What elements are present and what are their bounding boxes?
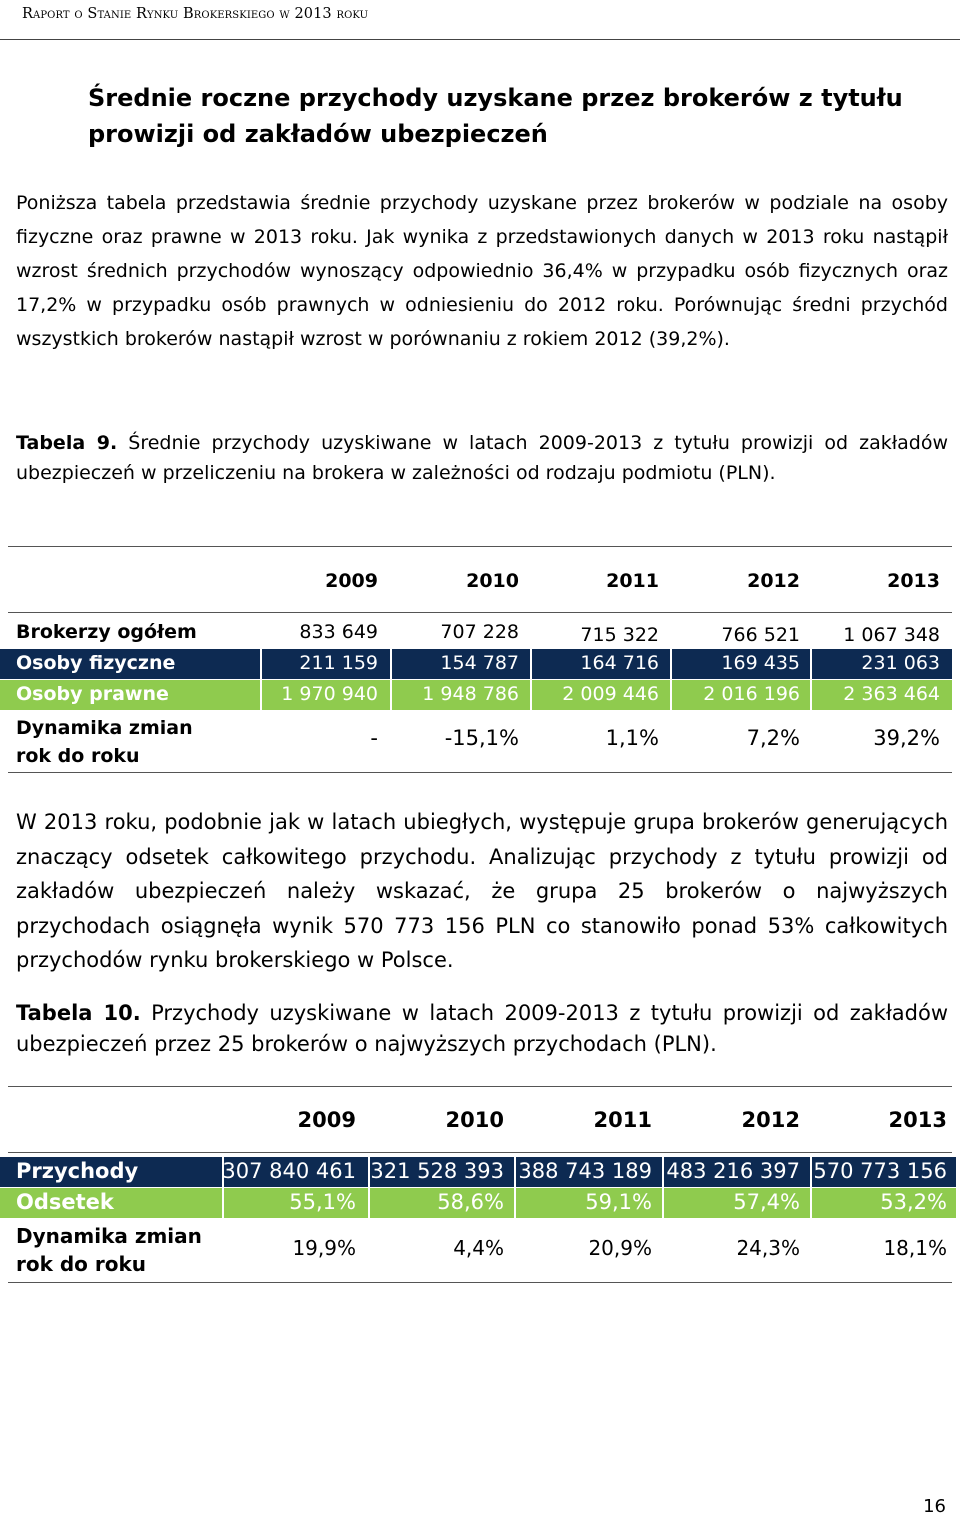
dynamics-label-line1: Dynamika zmian — [16, 1224, 202, 1248]
dynamics-label-line1: Dynamika zmian — [16, 717, 193, 739]
table9-caption-text: Średnie przychody uzyskiwane w latach 20… — [16, 432, 948, 484]
table9-cell: 1 067 348 — [843, 624, 940, 646]
table10-row-przychody: Przychody 307 840 461 321 528 393 388 74… — [0, 1157, 956, 1187]
table10-row-label: Przychody — [16, 1159, 139, 1183]
table10-cell: 483 216 397 — [666, 1159, 800, 1183]
table10-cell: 53,2% — [880, 1190, 947, 1214]
table10-year-2011: 2011 — [593, 1108, 652, 1132]
table9-cell: 2 009 446 — [562, 683, 659, 705]
table9-header-row: 2009 2010 2011 2012 2013 — [0, 570, 960, 600]
table9-caption-label: Tabela 9. — [16, 432, 118, 454]
table9-top-rule — [8, 546, 952, 547]
table9-cell: 164 716 — [580, 652, 659, 674]
table9-dynamics-value: 39,2% — [873, 726, 940, 750]
table9-row-brokerzy: Brokerzy ogółem 833 649 707 228 715 322 … — [0, 618, 960, 648]
table9-dynamics-value: 7,2% — [746, 726, 800, 750]
table10-year-2012: 2012 — [741, 1108, 800, 1132]
table10-caption-label: Tabela 10. — [16, 1001, 141, 1025]
intro-paragraph: Poniższa tabela przedstawia średnie przy… — [16, 192, 948, 350]
table10-cell: 55,1% — [289, 1190, 356, 1214]
table9-cell: 715 322 — [580, 624, 659, 646]
dynamics-label-line2: rok do roku — [16, 745, 140, 767]
section-title: Średnie roczne przychody uzyskane przez … — [88, 84, 903, 148]
table9-year-2012: 2012 — [747, 570, 800, 592]
table9-cell: 707 228 — [440, 621, 519, 643]
table9-cell: 169 435 — [721, 652, 800, 674]
table9-row-label: Brokerzy ogółem — [16, 621, 197, 643]
table9-dynamics-value: 1,1% — [605, 726, 659, 750]
table10-cell: 321 528 393 — [370, 1159, 504, 1183]
table10-dynamics-value: 20,9% — [588, 1236, 652, 1260]
table9-cell: 1 948 786 — [422, 683, 519, 705]
table10-year-2013: 2013 — [888, 1108, 947, 1132]
dynamics-label-line2: rok do roku — [16, 1252, 147, 1276]
table9-dynamics-label: Dynamika zmian rok do roku — [16, 714, 193, 770]
table9-year-2011: 2011 — [606, 570, 659, 592]
table9-row-osoby-fizyczne: Osoby fizyczne 211 159 154 787 164 716 1… — [0, 649, 952, 679]
table9-year-2009: 2009 — [325, 570, 378, 592]
table10-dynamics-label: Dynamika zmian rok do roku — [16, 1222, 202, 1278]
table10-header-rule — [8, 1152, 952, 1153]
table10-dynamics-value: 19,9% — [292, 1236, 356, 1260]
table9-caption: Tabela 9. Średnie przychody uzyskiwane w… — [16, 428, 948, 488]
table10-caption: Tabela 10. Przychody uzyskiwane w latach… — [16, 998, 948, 1060]
table10-dynamics-value: 24,3% — [736, 1236, 800, 1260]
table9-row-osoby-prawne: Osoby prawne 1 970 940 1 948 786 2 009 4… — [0, 680, 952, 710]
table9-cell: 2 363 464 — [843, 683, 940, 705]
table10-cell: 307 840 461 — [222, 1159, 356, 1183]
table9-year-2010: 2010 — [466, 570, 519, 592]
table9-row-label: Osoby fizyczne — [16, 652, 176, 674]
table10-row-label: Odsetek — [16, 1190, 114, 1214]
running-header-title: Raport o Stanie Rynku Brokerskiego w 201… — [22, 6, 369, 22]
table9-dynamics-value: - — [370, 726, 378, 750]
table10-caption-text: Przychody uzyskiwane w latach 2009-2013 … — [16, 1001, 949, 1056]
table9-row-label: Osoby prawne — [16, 683, 169, 705]
table9-cell: 2 016 196 — [703, 683, 800, 705]
table10-header-row: 2009 2010 2011 2012 2013 — [0, 1108, 960, 1138]
table10-year-2010: 2010 — [445, 1108, 504, 1132]
table9-header-rule — [8, 612, 952, 613]
table10-year-2009: 2009 — [297, 1108, 356, 1132]
table9-cell: 833 649 — [299, 621, 378, 643]
table10-cell: 59,1% — [585, 1190, 652, 1214]
table9-cell: 766 521 — [721, 624, 800, 646]
table9-cell: 1 970 940 — [281, 683, 378, 705]
table9-cell: 211 159 — [299, 652, 378, 674]
table10-cell: 57,4% — [733, 1190, 800, 1214]
table10-row-odsetek: Odsetek 55,1% 58,6% 59,1% 57,4% 53,2% — [0, 1188, 956, 1218]
table10-bottom-rule — [8, 1282, 952, 1283]
table10-top-rule — [8, 1086, 952, 1087]
table9-cell: 231 063 — [861, 652, 940, 674]
table9-year-2013: 2013 — [887, 570, 940, 592]
page-number: 16 — [923, 1496, 946, 1517]
table9-bottom-rule — [8, 772, 952, 773]
table10-cell: 58,6% — [437, 1190, 504, 1214]
table10-cell: 570 773 156 — [813, 1159, 947, 1183]
table9-dynamics-value: -15,1% — [444, 726, 519, 750]
analysis-paragraph: W 2013 roku, podobnie jak w latach ubieg… — [16, 810, 948, 972]
table10-cell: 388 743 189 — [518, 1159, 652, 1183]
running-header: Raport o Stanie Rynku Brokerskiego w 201… — [0, 0, 960, 40]
table10-dynamics-value: 4,4% — [453, 1236, 504, 1260]
table10-dynamics-value: 18,1% — [883, 1236, 947, 1260]
table9-cell: 154 787 — [440, 652, 519, 674]
